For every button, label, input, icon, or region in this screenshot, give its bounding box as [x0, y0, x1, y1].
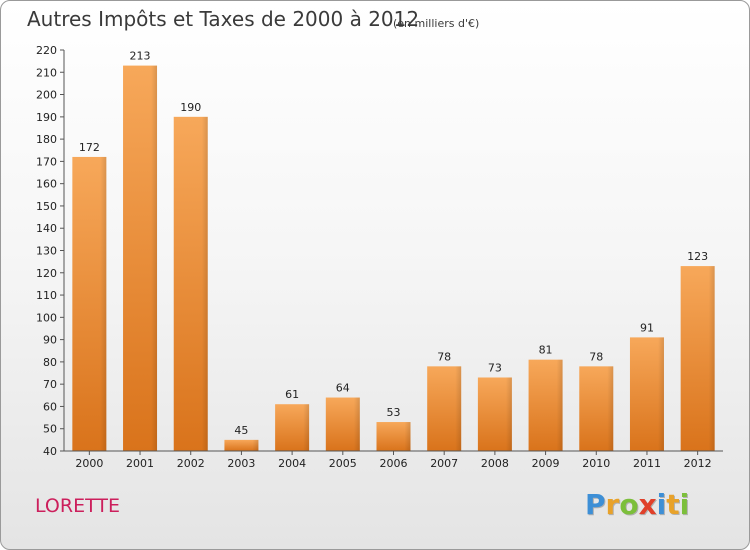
- logo-letter: x: [638, 488, 657, 521]
- value-label-2005: 64: [336, 382, 350, 395]
- value-label-2011: 91: [640, 321, 654, 334]
- y-tick-label: 160: [36, 178, 57, 191]
- bar-shade-2009: [556, 359, 563, 451]
- value-label-2006: 53: [387, 406, 401, 419]
- bar-shade-2010: [607, 366, 614, 451]
- y-tick-label: 50: [43, 423, 57, 436]
- y-tick-label: 190: [36, 111, 57, 124]
- x-tick-label-2001: 2001: [126, 457, 154, 470]
- bar-shade-2011: [657, 337, 664, 451]
- logo-letter: i: [679, 488, 690, 521]
- x-tick-label-2012: 2012: [684, 457, 712, 470]
- value-label-2003: 45: [234, 424, 248, 437]
- proxiti-logo[interactable]: Proxiti: [585, 488, 689, 521]
- y-tick-label: 210: [36, 66, 57, 79]
- bar-shade-2004: [303, 404, 310, 451]
- x-tick-label-2002: 2002: [177, 457, 205, 470]
- y-tick-label: 180: [36, 133, 57, 146]
- bar-shade-2012: [708, 266, 715, 451]
- logo-letter: r: [605, 488, 620, 521]
- y-tick-label: 80: [43, 356, 57, 369]
- y-tick-label: 40: [43, 445, 57, 458]
- bar-shade-2008: [505, 377, 512, 451]
- x-tick-label-2008: 2008: [481, 457, 509, 470]
- value-label-2002: 190: [180, 101, 201, 114]
- bar-2003[interactable]: [224, 439, 259, 451]
- logo-letter: P: [585, 488, 606, 521]
- y-tick-label: 90: [43, 334, 57, 347]
- bar-shade-2005: [353, 397, 360, 451]
- y-tick-label: 120: [36, 267, 57, 280]
- y-tick-label: 100: [36, 311, 57, 324]
- value-label-2010: 78: [589, 350, 603, 363]
- x-tick-label-2000: 2000: [75, 457, 103, 470]
- x-axis: 2000 2001 2002 2003 2004 2005 2006 2007 2008 2009…: [64, 450, 723, 470]
- x-tick-label-2005: 2005: [329, 457, 357, 470]
- y-tick-label: 140: [36, 222, 57, 235]
- y-tick-label: 60: [43, 400, 57, 413]
- y-tick-label: 110: [36, 289, 57, 302]
- logo-letter: i: [656, 488, 667, 521]
- bar-shade-2007: [455, 366, 462, 451]
- x-tick-label-2003: 2003: [227, 457, 255, 470]
- chart-title: Autres Impôts et Taxes de 2000 à 2012: [27, 7, 420, 31]
- value-label-2012: 123: [687, 250, 708, 263]
- y-tick-label: 170: [36, 155, 57, 168]
- value-label-2007: 78: [437, 350, 451, 363]
- value-label-2009: 81: [539, 344, 553, 357]
- value-label-2001: 213: [130, 50, 151, 63]
- x-tick-label-2009: 2009: [532, 457, 560, 470]
- bar-shade-2000: [100, 156, 107, 451]
- y-tick-label: 220: [36, 44, 57, 57]
- x-tick-label-2011: 2011: [633, 457, 661, 470]
- value-label-2000: 172: [79, 141, 100, 154]
- x-tick-label-2006: 2006: [380, 457, 408, 470]
- x-tick-label-2010: 2010: [582, 457, 610, 470]
- y-tick-label: 200: [36, 89, 57, 102]
- y-tick-label: 150: [36, 200, 57, 213]
- y-axis: 40 50 60 70 80 90 100 110 120 130 140 150 160 170 180 1…: [36, 44, 65, 458]
- logo-letter: t: [666, 488, 680, 521]
- y-tick-label: 70: [43, 378, 57, 391]
- bars: 172 213 190 45 61 64 53 78 73 81 78 91 123: [72, 50, 715, 451]
- bar-shade-2001: [151, 65, 158, 451]
- value-label-2008: 73: [488, 361, 502, 374]
- commune-name: LORETTE: [35, 495, 120, 517]
- x-tick-label-2004: 2004: [278, 457, 306, 470]
- value-label-2004: 61: [285, 388, 299, 401]
- bar-shade-2006: [404, 422, 411, 451]
- logo-letter: o: [619, 488, 639, 521]
- chart-subtitle: (en milliers d'€): [393, 17, 480, 30]
- y-tick-label: 130: [36, 245, 57, 258]
- bar-shade-2002: [201, 116, 208, 451]
- bar-shade-2003: [252, 439, 259, 451]
- x-tick-label-2007: 2007: [430, 457, 458, 470]
